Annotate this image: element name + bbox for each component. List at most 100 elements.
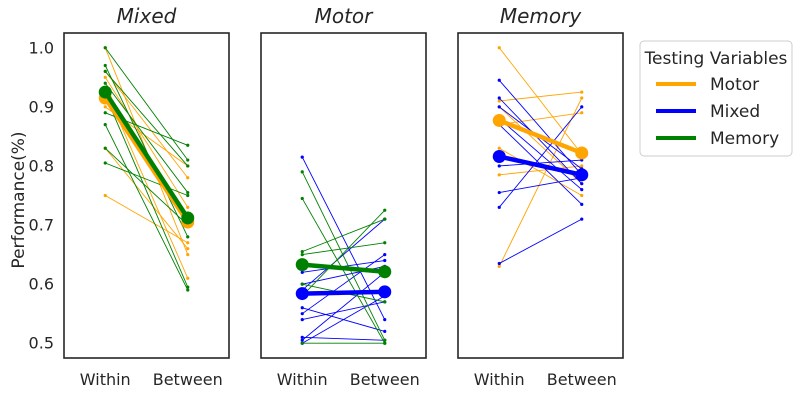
subject-point bbox=[580, 217, 584, 221]
mean-point bbox=[181, 211, 195, 225]
mean-point bbox=[492, 150, 506, 163]
mean-point bbox=[575, 146, 589, 160]
subject-point bbox=[300, 312, 304, 316]
subject-line bbox=[498, 106, 583, 208]
y-axis-label: Performance(%) bbox=[9, 131, 29, 268]
mean-line-mixed bbox=[497, 154, 584, 178]
subject-line bbox=[104, 147, 189, 249]
subject-point bbox=[580, 90, 584, 94]
subject-line bbox=[104, 77, 189, 208]
subject-line bbox=[498, 47, 583, 155]
subject-point bbox=[580, 182, 584, 186]
subject-point bbox=[497, 261, 501, 266]
subject-point bbox=[103, 69, 107, 74]
panel-frame bbox=[260, 32, 427, 359]
subject-line bbox=[499, 218, 582, 264]
subject-point bbox=[383, 317, 387, 322]
subject-point bbox=[383, 241, 387, 245]
subject-line bbox=[104, 124, 189, 291]
subject-line bbox=[301, 171, 386, 341]
legend-box bbox=[639, 40, 793, 157]
x-tick-label: Within bbox=[80, 370, 131, 389]
mean-line-memory bbox=[103, 89, 190, 221]
subject-point bbox=[103, 105, 107, 109]
subject-point bbox=[497, 78, 501, 82]
subject-point bbox=[103, 146, 107, 150]
legend-title: Testing Variables bbox=[644, 49, 788, 69]
x-tick-label: Between bbox=[547, 370, 617, 389]
subject-point bbox=[497, 105, 501, 109]
subject-line bbox=[105, 162, 188, 196]
subject-line bbox=[301, 254, 386, 315]
subject-line bbox=[302, 295, 385, 344]
subject-point bbox=[300, 335, 304, 339]
subject-point bbox=[186, 158, 190, 162]
subject-point bbox=[497, 190, 501, 195]
subject-line bbox=[302, 336, 385, 341]
subject-point bbox=[186, 247, 190, 251]
panel-mixed: Mixed Within Between 0.5 0.6 0.7 0.8 0.9 1.0 bbox=[29, 4, 230, 389]
subject-line bbox=[104, 71, 189, 179]
subject-point bbox=[300, 250, 304, 254]
legend-label: Mixed bbox=[710, 102, 760, 122]
mean-line-motor bbox=[497, 118, 584, 156]
panel-title: Mixed bbox=[117, 4, 177, 28]
subject-line bbox=[105, 195, 188, 244]
mean-point bbox=[575, 168, 589, 182]
subject-line bbox=[499, 177, 582, 193]
subject-point bbox=[186, 193, 190, 198]
subject-point bbox=[497, 96, 501, 100]
subject-point bbox=[300, 317, 304, 322]
subject-line bbox=[499, 165, 582, 176]
subject-line bbox=[301, 218, 386, 291]
mean-line-memory bbox=[300, 262, 387, 274]
subject-line bbox=[498, 97, 583, 267]
y-tick-label: 0.6 bbox=[29, 275, 54, 294]
subject-point bbox=[103, 122, 107, 127]
mean-point bbox=[295, 258, 309, 272]
subject-line bbox=[302, 242, 385, 256]
subject-point bbox=[580, 193, 584, 198]
subject-line bbox=[301, 271, 386, 341]
subject-point bbox=[497, 46, 501, 50]
subject-point bbox=[383, 252, 387, 257]
subject-point bbox=[580, 187, 584, 192]
y-tick-label: 0.7 bbox=[29, 216, 54, 235]
subject-point bbox=[186, 241, 190, 245]
subject-point bbox=[300, 270, 304, 274]
legend: Testing Variables Motor Mixed Memory bbox=[639, 40, 793, 157]
subject-point bbox=[186, 276, 190, 280]
subject-point bbox=[300, 155, 304, 159]
subject-point bbox=[300, 170, 304, 174]
subject-point bbox=[497, 205, 501, 209]
subject-line bbox=[499, 112, 582, 126]
subject-point bbox=[383, 217, 387, 221]
legend-label: Motor bbox=[710, 75, 759, 95]
subject-point bbox=[497, 173, 501, 177]
mean-point bbox=[98, 85, 112, 99]
subject-line bbox=[302, 218, 385, 253]
panel-title: Motor bbox=[315, 4, 375, 28]
subject-point bbox=[186, 176, 190, 180]
panel-motor: Motor Within Between bbox=[260, 4, 427, 389]
subject-point bbox=[103, 193, 107, 198]
subject-point bbox=[383, 329, 387, 334]
mean-point bbox=[295, 287, 309, 301]
subject-point bbox=[383, 258, 387, 263]
y-tick-label: 1.0 bbox=[29, 38, 54, 57]
x-tick-label: Between bbox=[153, 370, 223, 389]
y-tick-label: 0.8 bbox=[29, 156, 54, 175]
subject-point bbox=[497, 99, 501, 103]
chart-panels: Mixed Within Between 0.5 0.6 0.7 0.8 0.9 1.0 Moto… bbox=[29, 4, 624, 389]
subject-point bbox=[186, 164, 190, 168]
subject-point bbox=[186, 190, 190, 195]
subject-point bbox=[580, 96, 584, 100]
subject-point bbox=[497, 264, 501, 269]
subject-line bbox=[104, 147, 189, 226]
mean-point bbox=[378, 285, 392, 299]
subject-point bbox=[580, 111, 584, 115]
subject-point bbox=[103, 111, 107, 115]
subject-point bbox=[300, 341, 304, 345]
subject-point bbox=[300, 306, 304, 310]
